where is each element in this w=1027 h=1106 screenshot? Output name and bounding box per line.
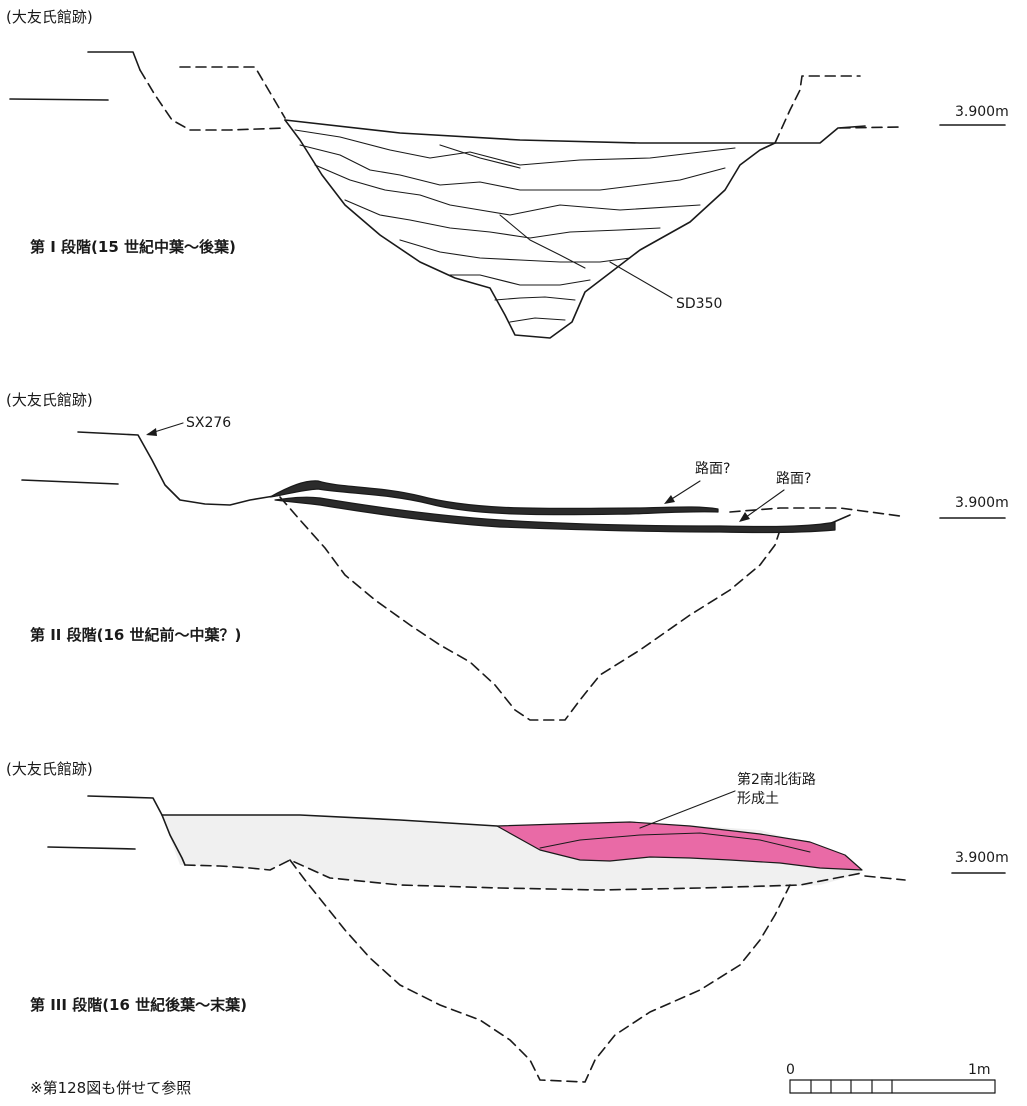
section-3-fill-label: 第2南北街路 形成土 [737,772,816,807]
s1-layer [294,129,736,166]
section-2-stage-label: 第 II 段階(16 世紀前～中葉？) [30,626,242,644]
s2-surface-dashed [729,507,901,517]
s2-ditch-dashed [279,496,781,721]
section-3-profile [47,790,1006,1083]
section-2-elevation-label: 3.900m [955,495,1009,511]
s3-left-slope [161,814,186,866]
section-1-site-label: (大友氏館跡) [6,8,93,26]
s1-ref-line-left [9,98,109,101]
footnote: ※第128図も併せて参照 [30,1079,192,1097]
s1-layer [439,144,521,169]
s2-road-layers [269,480,836,534]
s3-base-dashed [184,859,863,891]
s3-pink-internal [539,832,811,853]
s1-layer [499,214,586,269]
s3-ditch-dashed [289,859,791,1083]
s3-right-dashed [864,875,906,881]
s1-layer [449,274,591,286]
section-2-road-label-2: 路面? [776,471,812,487]
s1-layer [314,164,701,216]
section-1-elevation-label: 3.900m [955,104,1009,120]
s2-ground-left [77,431,281,506]
s2-road2-arrowhead [739,512,750,522]
s1-ditch-outline [284,119,866,339]
s2-road-lower [274,496,836,534]
s1-fill-top [284,119,776,144]
s1-inner-dashed [179,66,286,119]
s1-layer [399,239,631,263]
s1-layer [299,144,726,191]
s2-sx276-arrowhead [146,428,157,436]
section-2-profile [21,422,1006,721]
s3-pink-fill [496,821,863,871]
section-2-feature-label: SX276 [186,415,232,431]
section-1-stage-label: 第 I 段階(15 世紀中葉～後葉) [30,238,236,256]
s1-layer [494,296,576,301]
s1-leader-line [609,261,673,299]
s3-ground-left [87,795,163,816]
scale-bar-end-label: 1m [968,1062,991,1078]
section-2-site-label: (大友氏館跡) [6,391,93,409]
s1-layer [344,199,661,239]
s2-road-upper [269,480,719,516]
section-2-road-label-1: 路面? [695,461,731,477]
section-3-elevation-label: 3.900m [955,850,1009,866]
s1-left-ground [87,51,141,71]
scale-bar-start-label: 0 [786,1062,795,1078]
section-3-stage-label: 第 III 段階(16 世紀後葉～末葉) [30,996,247,1014]
section-1-feature-label: SD350 [676,296,723,312]
section-1-profile [9,51,1006,339]
s3-top-surface [161,814,498,827]
s1-layer [509,317,566,323]
s1-right-dashed [774,75,861,144]
s3-ref-line-left [47,846,136,850]
s1-left-dashed [139,69,286,131]
s3-leader-line [639,790,736,829]
s1-right-top-dashed [839,126,901,129]
s2-ref-line-left [21,479,119,485]
s2-road2-arrow [741,489,785,521]
s2-road1-arrowhead [664,495,675,504]
section-3-site-label: (大友氏館跡) [6,760,93,778]
scale-bar [789,1079,996,1094]
